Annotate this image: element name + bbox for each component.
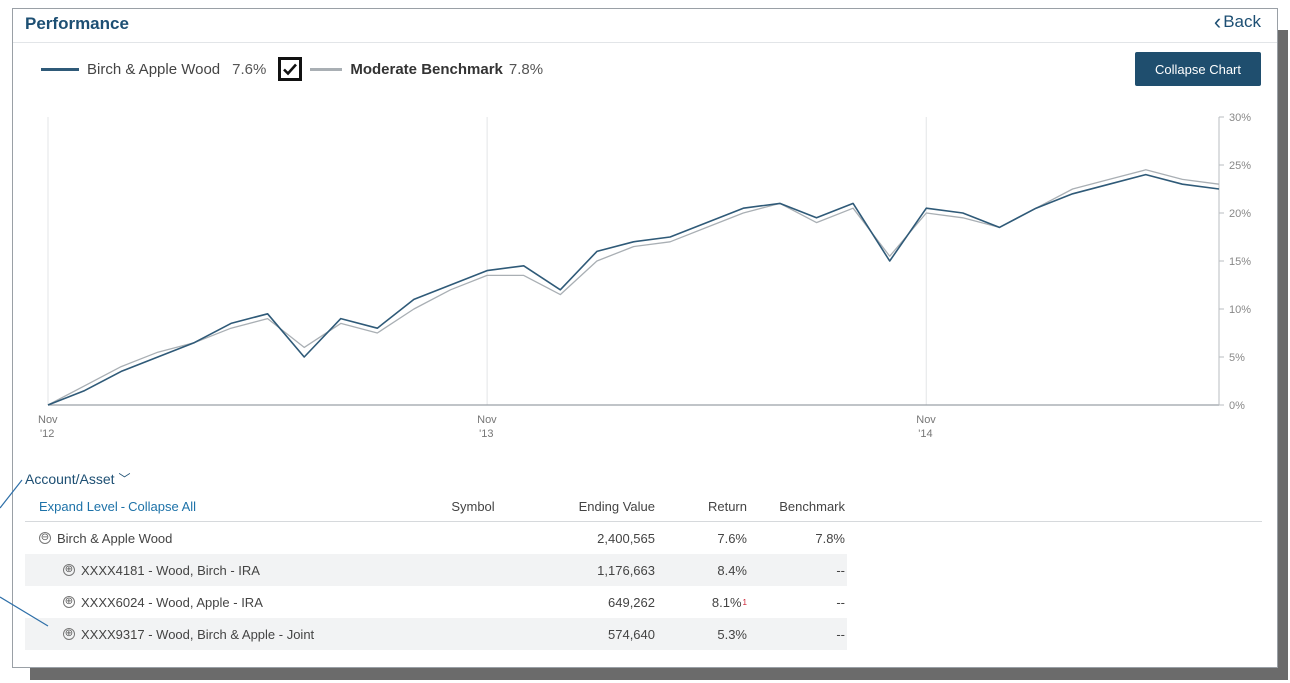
row-return: 7.6%	[717, 530, 747, 546]
row-benchmark: 7.8%	[815, 530, 845, 546]
col-symbol: Symbol	[451, 499, 495, 514]
row-benchmark: --	[836, 594, 845, 610]
row-return: 8.1%	[711, 594, 742, 610]
account-asset-dropdown[interactable]: Account/Asset ﹀	[25, 470, 131, 487]
row-benchmark: --	[836, 626, 845, 642]
legend-benchmark-name: Moderate Benchmark	[350, 60, 503, 78]
x-tick-label: '14	[918, 428, 932, 440]
panel-header: Performance ‹ Back	[13, 9, 1277, 43]
table-row: ⊕ XXXX9317 - Wood, Birch & Apple - Joint…	[25, 618, 847, 650]
y-tick-label: 15%	[1229, 256, 1251, 268]
expand-row-icon[interactable]: ⊕	[63, 564, 75, 576]
x-tick-label: Nov	[916, 414, 936, 426]
expand-row-icon[interactable]: ⊕	[63, 596, 75, 608]
link-separator: -	[120, 499, 126, 514]
row-ending-value: 574,640	[608, 626, 655, 642]
chevron-down-icon: ﹀	[118, 472, 131, 486]
benchmark-checkbox[interactable]	[278, 57, 303, 81]
back-link[interactable]: ‹ Back	[1214, 11, 1261, 33]
row-symbol	[443, 554, 503, 586]
y-tick-label: 5%	[1229, 352, 1245, 364]
chevron-left-icon: ‹	[1213, 9, 1222, 34]
table-row: ⊕ XXXX4181 - Wood, Birch - IRA 1,176,663…	[25, 554, 847, 586]
y-tick-label: 0%	[1229, 400, 1245, 412]
benchmark-swatch	[310, 67, 343, 71]
chart-legend: Birch & Apple Wood 7.6% Moderate Benchma…	[41, 57, 543, 81]
table-row: ⊕ XXXX6024 - Wood, Apple - IRA 649,262 8…	[25, 586, 847, 618]
row-ending-value: 649,262	[608, 594, 655, 610]
page-title: Performance	[25, 14, 129, 33]
col-ending-value: Ending Value	[578, 499, 655, 514]
row-symbol	[443, 586, 503, 618]
row-ending-value: 2,400,565	[597, 530, 655, 546]
col-benchmark: Benchmark	[779, 499, 845, 514]
performance-table: Expand Level - Collapse All Symbol Endin…	[25, 492, 1262, 650]
legend-portfolio-value: 7.6%	[232, 60, 267, 78]
checkmark-icon	[283, 63, 298, 76]
account-asset-label: Account/Asset	[25, 470, 115, 487]
y-tick-label: 20%	[1229, 208, 1251, 220]
row-symbol	[443, 618, 503, 650]
y-tick-label: 25%	[1229, 160, 1251, 172]
performance-panel: Performance ‹ Back Birch & Apple Wood 7.…	[12, 8, 1278, 668]
legend-portfolio-name: Birch & Apple Wood	[87, 60, 221, 78]
col-return: Return	[707, 499, 747, 514]
row-return: 5.3%	[717, 626, 747, 642]
portfolio-series-line	[47, 173, 1220, 406]
row-return: 8.4%	[717, 562, 747, 578]
legend-benchmark-value: 7.8%	[508, 60, 544, 78]
expand-level-link[interactable]: Expand Level	[39, 499, 118, 514]
row-name[interactable]: XXXX9317 - Wood, Birch & Apple - Joint	[81, 626, 315, 642]
callout-lines	[0, 479, 49, 627]
performance-chart: Nov '12 Nov '13 Nov '14 0% 5% 10% 15% 20% 25% 30%	[38, 112, 1251, 440]
row-symbol	[443, 522, 503, 554]
collapse-all-link[interactable]: Collapse All	[128, 499, 197, 514]
table-header: Expand Level - Collapse All Symbol Endin…	[25, 492, 1262, 522]
expand-row-icon[interactable]: ⊕	[63, 628, 75, 640]
row-benchmark: --	[836, 562, 845, 578]
collapse-chart-button[interactable]: Collapse Chart	[1135, 52, 1261, 86]
x-tick-label: '12	[40, 428, 54, 440]
x-tick-label: '13	[479, 428, 493, 440]
portfolio-swatch	[41, 67, 79, 71]
collapse-row-icon[interactable]: ⊖	[39, 532, 51, 544]
y-tick-label: 30%	[1229, 112, 1251, 124]
table-row: ⊖ Birch & Apple Wood 2,400,565 7.6% 7.8%	[25, 522, 847, 554]
footnote-marker[interactable]: 1	[742, 597, 747, 607]
y-tick-label: 10%	[1229, 304, 1251, 316]
row-name: Birch & Apple Wood	[57, 530, 173, 546]
x-tick-label: Nov	[38, 414, 58, 426]
row-name[interactable]: XXXX4181 - Wood, Birch - IRA	[81, 562, 260, 578]
back-label: Back	[1223, 12, 1261, 31]
row-ending-value: 1,176,663	[597, 562, 655, 578]
x-tick-label: Nov	[477, 414, 497, 426]
row-name[interactable]: XXXX6024 - Wood, Apple - IRA	[81, 594, 263, 610]
